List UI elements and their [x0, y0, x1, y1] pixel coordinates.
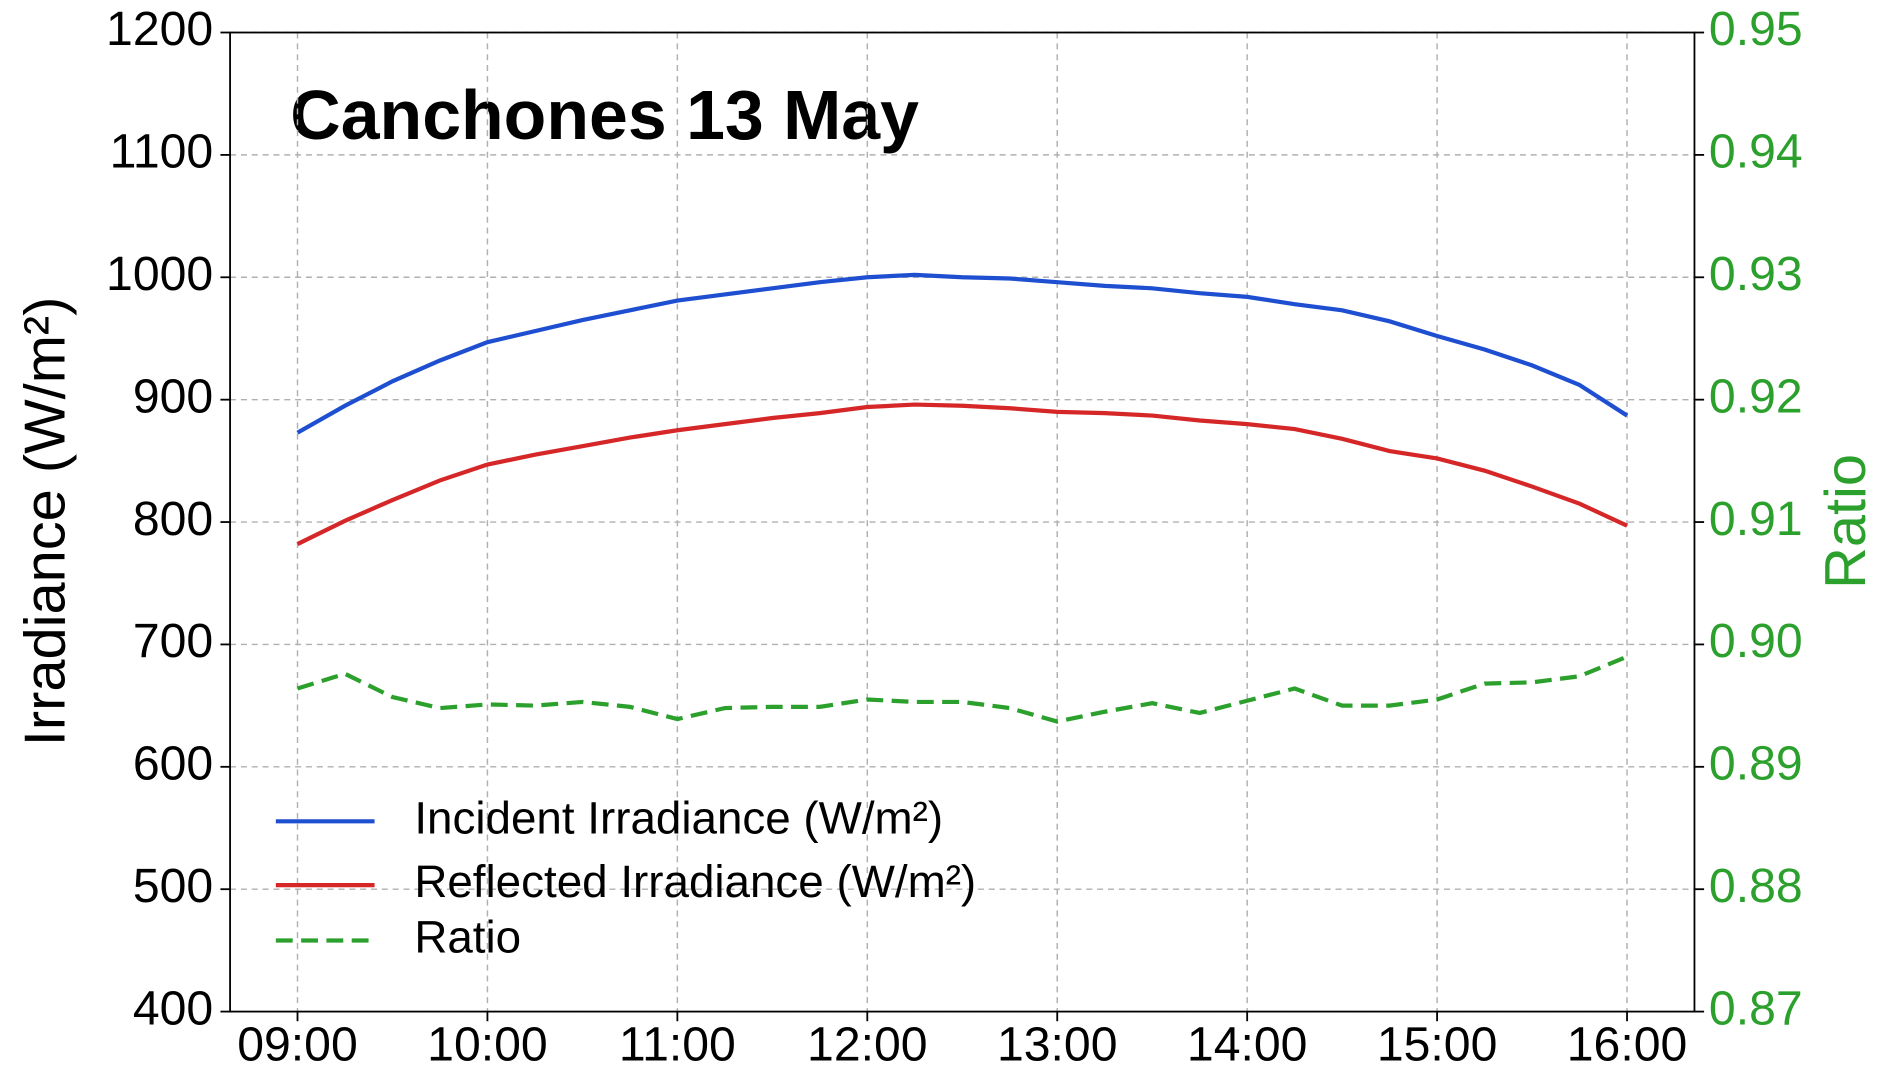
series-line: [296, 272, 1629, 435]
x-tick-label: 14:00: [1187, 1017, 1308, 1071]
y-tick-label: 400: [133, 981, 213, 1035]
y-tick-label: 600: [133, 737, 213, 791]
y-tick-label: 1100: [110, 125, 214, 179]
y-tick-label: 500: [133, 859, 213, 913]
y2-axis-label: Ratio: [1814, 454, 1878, 589]
y2-tick-label: 0.90: [1709, 614, 1803, 668]
legend-label: Reflected Irradiance (W/m²): [414, 856, 976, 907]
y2-tick-label: 0.94: [1709, 125, 1803, 179]
y2-tick-label: 0.87: [1709, 981, 1803, 1035]
y2-tick-label: 0.93: [1709, 247, 1803, 301]
y-tick-label: 800: [133, 492, 213, 546]
x-tick-label: 11:00: [619, 1017, 736, 1071]
series-line: [296, 402, 1628, 546]
legend-label: Incident Irradiance (W/m²): [414, 792, 943, 843]
x-tick-label: 13:00: [997, 1017, 1118, 1071]
y2-tick-label: 0.92: [1709, 369, 1803, 423]
legend-label: Ratio: [414, 912, 521, 963]
x-tick-label: 10:00: [427, 1017, 548, 1071]
y-tick-label: 900: [133, 369, 213, 423]
chart-title: Canchones 13 May: [290, 76, 919, 154]
y-axis-label: Irradiance (W/m²): [14, 297, 78, 747]
y2-tick-label: 0.95: [1709, 2, 1803, 56]
y2-tick-label: 0.91: [1709, 492, 1803, 546]
y2-tick-label: 0.89: [1709, 737, 1803, 791]
x-tick-label: 15:00: [1377, 1017, 1498, 1071]
y-tick-label: 1200: [106, 2, 213, 56]
y-tick-label: 700: [133, 614, 213, 668]
x-tick-label: 16:00: [1567, 1017, 1688, 1071]
x-tick-label: 12:00: [807, 1017, 928, 1071]
series-line: [296, 654, 1628, 724]
plot-frame: [229, 31, 1696, 1013]
y2-tick-label: 0.88: [1709, 859, 1803, 913]
x-tick-label: 09:00: [237, 1017, 358, 1071]
y-tick-label: 1000: [106, 247, 213, 301]
